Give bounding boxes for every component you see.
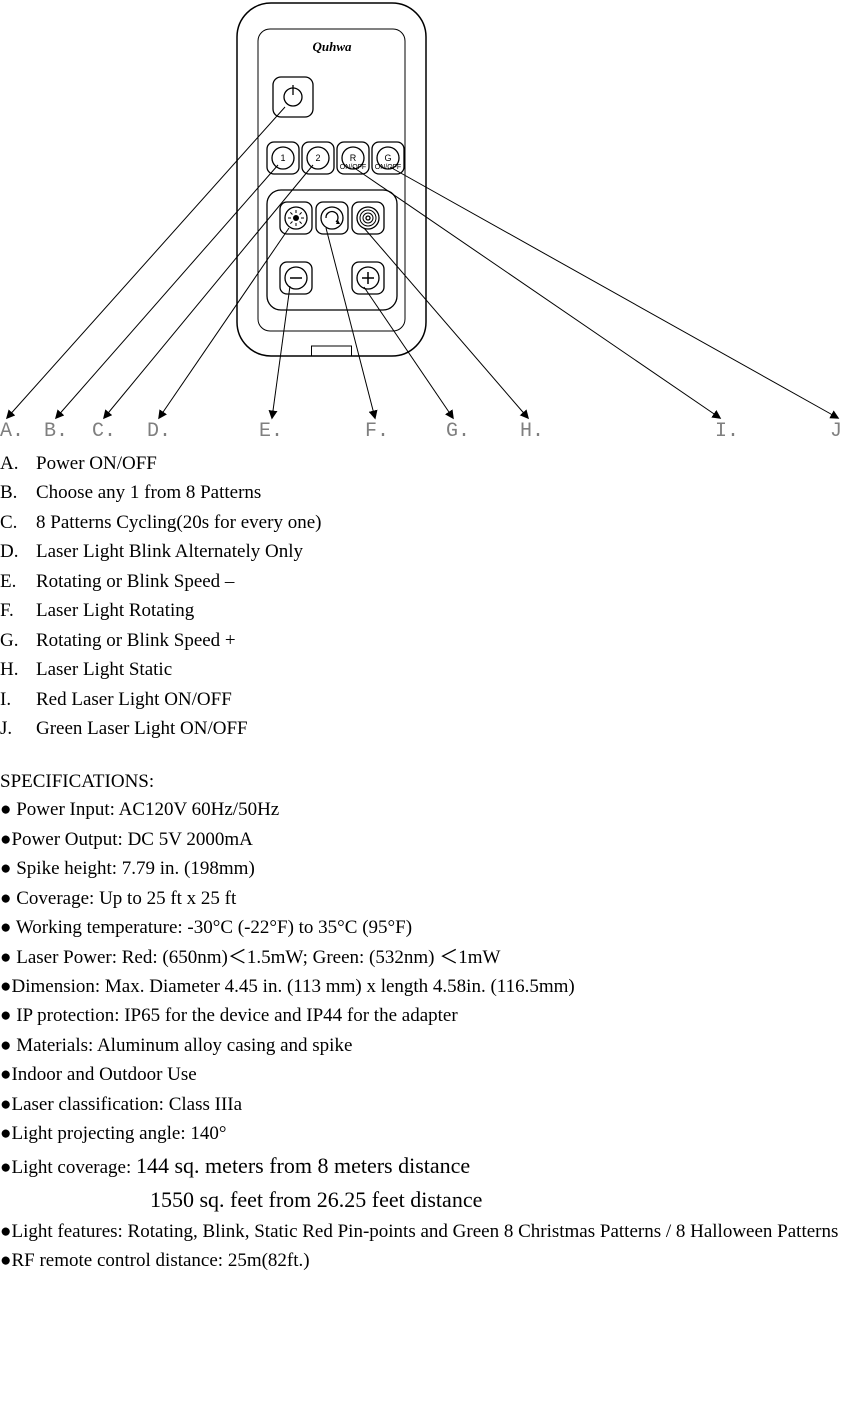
diagram-label: E. — [259, 420, 283, 443]
diagram-label: J — [830, 420, 842, 443]
rf-distance-item: RF remote control distance: 25m(82ft.) — [0, 1246, 864, 1275]
function-item: D.Laser Light Blink Alternately Only — [0, 537, 864, 566]
function-item: G.Rotating or Blink Speed + — [0, 626, 864, 655]
spec-item: Laser Power: Red: (650nm)＜1.5mW; Green: … — [0, 943, 864, 972]
diagram-label: G. — [446, 420, 470, 443]
light-features-item: Light features: Rotating, Blink, Static … — [0, 1217, 864, 1246]
function-list: A.Power ON/OFFB.Choose any 1 from 8 Patt… — [0, 449, 864, 743]
diagram-label: H. — [520, 420, 544, 443]
rf-distance: RF remote control distance: 25m(82ft.) — [0, 1246, 864, 1275]
diagram-letter-row: A. B. C. D. E. F. G. H. I. J — [0, 0, 864, 445]
spec-list: Power Input: AC120V 60Hz/50HzPower Outpu… — [0, 795, 864, 1148]
diagram-label: I. — [715, 420, 739, 443]
light-coverage-lead: Light coverage: — [11, 1157, 136, 1178]
light-coverage-line2: 1550 sq. feet from 26.25 feet distance — [0, 1183, 864, 1217]
spec-item: Light projecting angle: 140° — [0, 1119, 864, 1148]
diagram-label: D. — [147, 420, 171, 443]
spec-item: Laser classification: Class IIIa — [0, 1090, 864, 1119]
spec-item: Materials: Aluminum alloy casing and spi… — [0, 1031, 864, 1060]
light-features: Light features: Rotating, Blink, Static … — [0, 1217, 864, 1246]
light-coverage-line1: 144 sq. meters from 8 meters distance — [136, 1153, 470, 1178]
diagram-label: A. — [0, 420, 24, 443]
function-item: F.Laser Light Rotating — [0, 596, 864, 625]
function-item: B.Choose any 1 from 8 Patterns — [0, 478, 864, 507]
diagram-label: C. — [92, 420, 116, 443]
light-coverage-item: Light coverage: 144 sq. meters from 8 me… — [0, 1149, 864, 1183]
function-item: I.Red Laser Light ON/OFF — [0, 685, 864, 714]
spec-heading: SPECIFICATIONS: — [0, 771, 864, 793]
diagram-label: F. — [365, 420, 389, 443]
spec-item: Indoor and Outdoor Use — [0, 1060, 864, 1089]
spec-item: Coverage: Up to 25 ft x 25 ft — [0, 884, 864, 913]
function-item: A.Power ON/OFF — [0, 449, 864, 478]
function-item: H.Laser Light Static — [0, 655, 864, 684]
function-item: E.Rotating or Blink Speed – — [0, 567, 864, 596]
remote-diagram: Quhwa12RON/OFFGON/OFF A.B.C.D.E.F.G.H.I.… — [0, 0, 864, 445]
function-item: J.Green Laser Light ON/OFF — [0, 714, 864, 743]
spec-item: Working temperature: -30°C (-22°F) to 35… — [0, 913, 864, 942]
function-item: C.8 Patterns Cycling(20s for every one) — [0, 508, 864, 537]
spec-item: Dimension: Max. Diameter 4.45 in. (113 m… — [0, 972, 864, 1001]
spec-item: Power Input: AC120V 60Hz/50Hz — [0, 795, 864, 824]
diagram-label: B. — [44, 420, 68, 443]
spec-item: IP protection: IP65 for the device and I… — [0, 1001, 864, 1030]
spec-item: Power Output: DC 5V 2000mA — [0, 825, 864, 854]
spec-item: Spike height: 7.79 in. (198mm) — [0, 854, 864, 883]
